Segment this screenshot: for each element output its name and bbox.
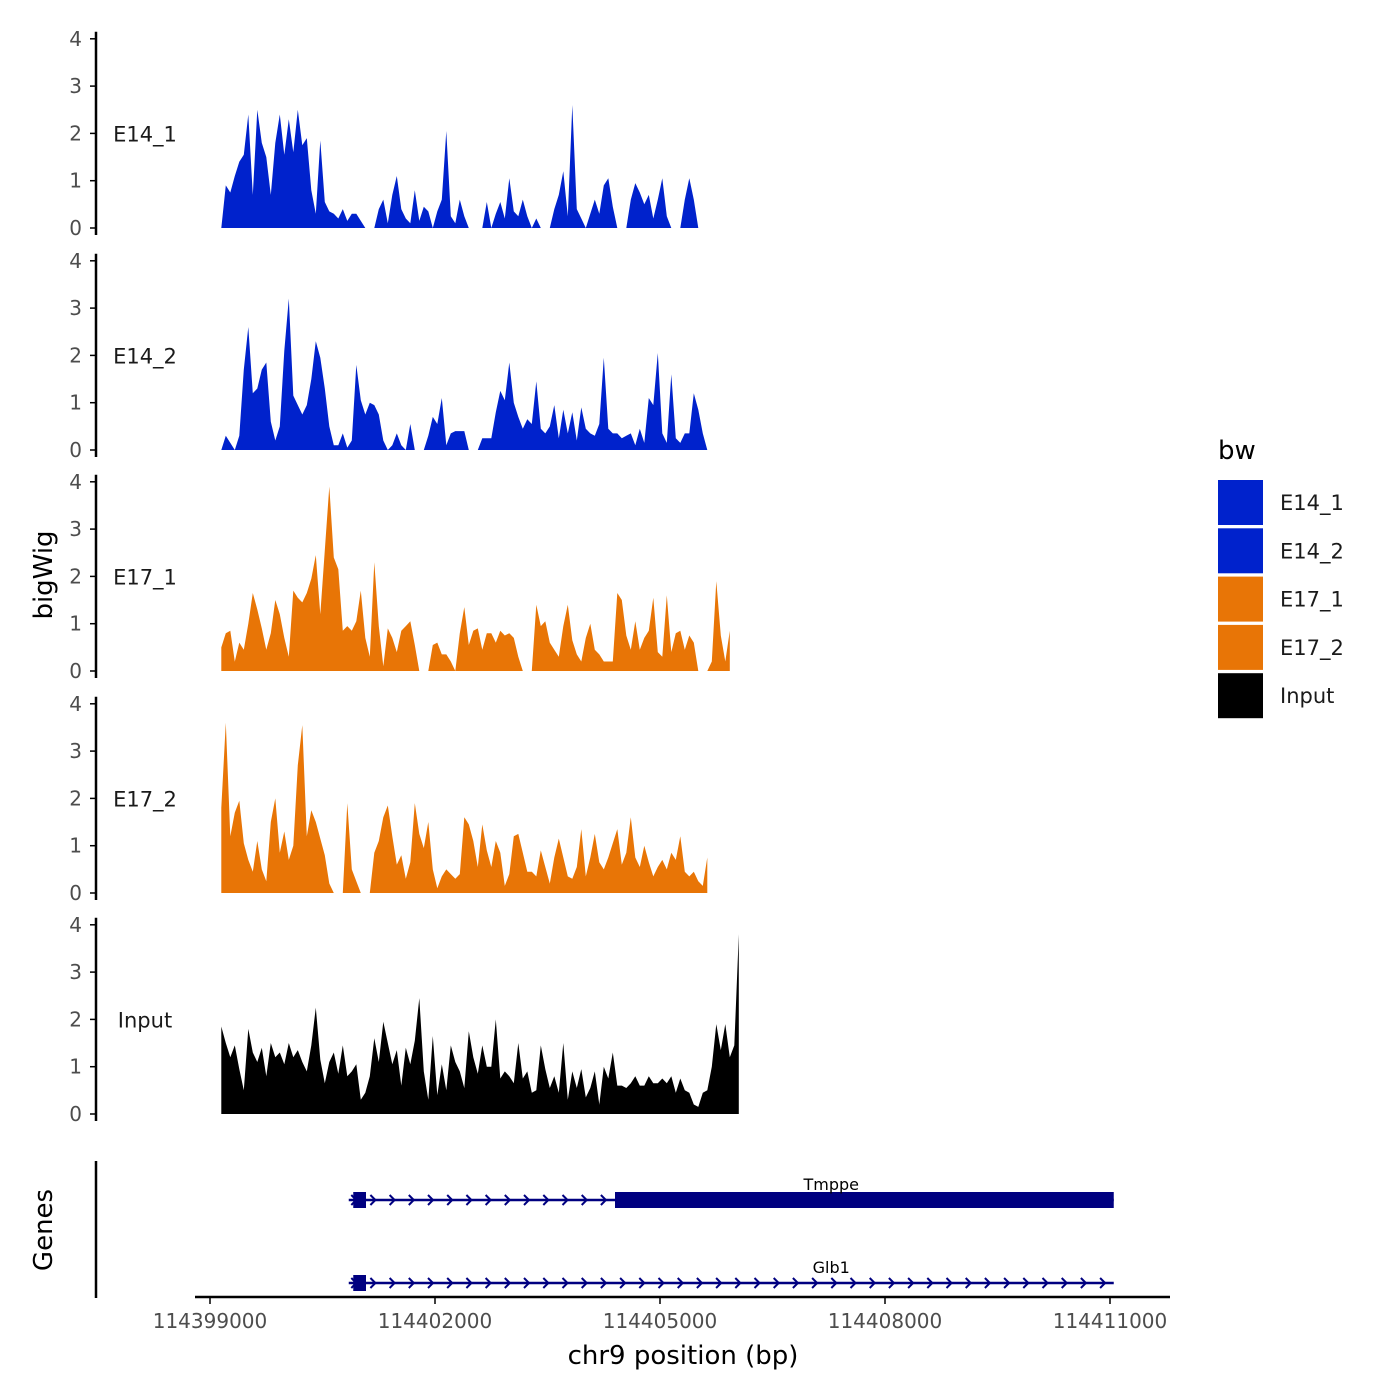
legend: bw E14_1 E14_2 E17_1 E17_2 Input — [1218, 436, 1344, 719]
gene-label: Glb1 — [813, 1258, 850, 1277]
y-tick-label: 1 — [69, 834, 82, 858]
legend-label: E17_1 — [1280, 588, 1344, 613]
tracks-panel: E14_1 0 1 2 3 4 E14_2 0 1 2 3 4 E17_1 0 1 2 3 4 E17_2 0 1 2 3 4… — [69, 27, 739, 1126]
y-tick-label: 1 — [69, 612, 82, 636]
track-label-E14_1: E14_1 — [113, 122, 177, 147]
y-tick-label: 2 — [69, 786, 82, 810]
area-E17_1 — [428, 607, 523, 671]
x-tick-label: 114402000 — [378, 1309, 493, 1333]
legend-swatch — [1218, 528, 1263, 574]
legend-label: E14_1 — [1280, 491, 1344, 516]
y-tick-label: 0 — [69, 881, 82, 905]
y-tick-label: 3 — [69, 517, 82, 541]
area-E17_1 — [221, 486, 420, 671]
track-E17_2: E17_2 0 1 2 3 4 — [69, 692, 708, 905]
gene-Tmppe: Tmppe — [348, 1175, 1114, 1208]
area-Input — [221, 934, 739, 1114]
y-tick-label: 3 — [69, 74, 82, 98]
y-tick-label: 3 — [69, 960, 82, 984]
gene-body — [615, 1192, 1114, 1208]
track-label-E17_2: E17_2 — [113, 787, 177, 812]
area-E17_1 — [531, 593, 699, 671]
area-E17_2 — [369, 803, 708, 893]
area-E14_2 — [423, 398, 469, 450]
x-tick-label: 114399000 — [153, 1309, 268, 1333]
y-tick-label: 4 — [69, 27, 82, 51]
y-tick-label: 1 — [69, 391, 82, 415]
genes-panel: Tmppe Glb1 — [94, 1161, 1114, 1298]
x-tick-label: 114411000 — [1053, 1309, 1168, 1333]
y-tick-label: 3 — [69, 739, 82, 763]
track-E17_1: E17_1 0 1 2 3 4 — [69, 470, 730, 683]
y-tick-label: 2 — [69, 564, 82, 588]
y-tick-label: 0 — [69, 438, 82, 462]
track-label-E17_1: E17_1 — [113, 565, 177, 590]
track-Input: Input 0 1 2 3 4 — [69, 913, 739, 1126]
y-tick-label: 2 — [69, 1007, 82, 1031]
y-tick-label: 4 — [69, 249, 82, 273]
y-axis-title: bigWig — [29, 530, 59, 619]
area-E17_2 — [342, 803, 361, 893]
legend-label: Input — [1280, 684, 1334, 708]
legend-item-E17_1: E17_1 — [1218, 576, 1344, 622]
track-label-Input: Input — [118, 1008, 172, 1032]
area-E17_2 — [221, 722, 334, 893]
gene-Glb1: Glb1 — [348, 1258, 1114, 1291]
exon — [353, 1275, 366, 1291]
exon — [353, 1192, 366, 1208]
x-axis: 114399000 114402000 114405000 114408000 1144… — [153, 1295, 1170, 1333]
legend-swatch — [1218, 624, 1263, 670]
legend-item-E14_1: E14_1 — [1218, 480, 1344, 525]
y-tick-label: 4 — [69, 692, 82, 716]
legend-title: bw — [1218, 436, 1256, 466]
area-E14_1 — [680, 178, 699, 228]
y-tick-label: 2 — [69, 343, 82, 367]
area-E14_1 — [626, 178, 672, 228]
x-axis-title: chr9 position (bp) — [568, 1341, 799, 1371]
area-E14_1 — [482, 178, 541, 228]
area-E14_1 — [549, 105, 618, 228]
legend-item-E14_2: E14_2 — [1218, 528, 1344, 574]
legend-label: E17_2 — [1280, 636, 1344, 661]
y-tick-label: 0 — [69, 1102, 82, 1126]
area-E17_1 — [707, 581, 730, 671]
y-tick-label: 0 — [69, 216, 82, 240]
track-label-E14_2: E14_2 — [113, 344, 177, 369]
y-tick-label: 1 — [69, 1055, 82, 1079]
legend-swatch — [1218, 480, 1263, 525]
track-E14_2: E14_2 0 1 2 3 4 — [69, 249, 708, 462]
area-E14_1 — [221, 109, 366, 228]
y-tick-label: 1 — [69, 169, 82, 193]
track-E14_1: E14_1 0 1 2 3 4 — [69, 27, 699, 240]
x-tick-label: 114405000 — [603, 1309, 718, 1333]
y-tick-label: 3 — [69, 296, 82, 320]
legend-swatch — [1218, 576, 1263, 622]
y-tick-label: 4 — [69, 470, 82, 494]
area-E14_2 — [477, 353, 708, 450]
y-tick-label: 2 — [69, 121, 82, 145]
y-tick-label: 4 — [69, 913, 82, 937]
y-tick-label: 0 — [69, 659, 82, 683]
legend-swatch — [1218, 673, 1263, 719]
area-E14_1 — [374, 131, 469, 228]
genes-axis-title: Genes — [29, 1189, 59, 1271]
x-tick-label: 114408000 — [828, 1309, 943, 1333]
legend-item-Input: Input — [1218, 673, 1334, 719]
gene-label: Tmppe — [802, 1175, 859, 1194]
legend-item-E17_2: E17_2 — [1218, 624, 1344, 670]
legend-label: E14_2 — [1280, 539, 1344, 564]
area-E14_2 — [221, 298, 415, 450]
